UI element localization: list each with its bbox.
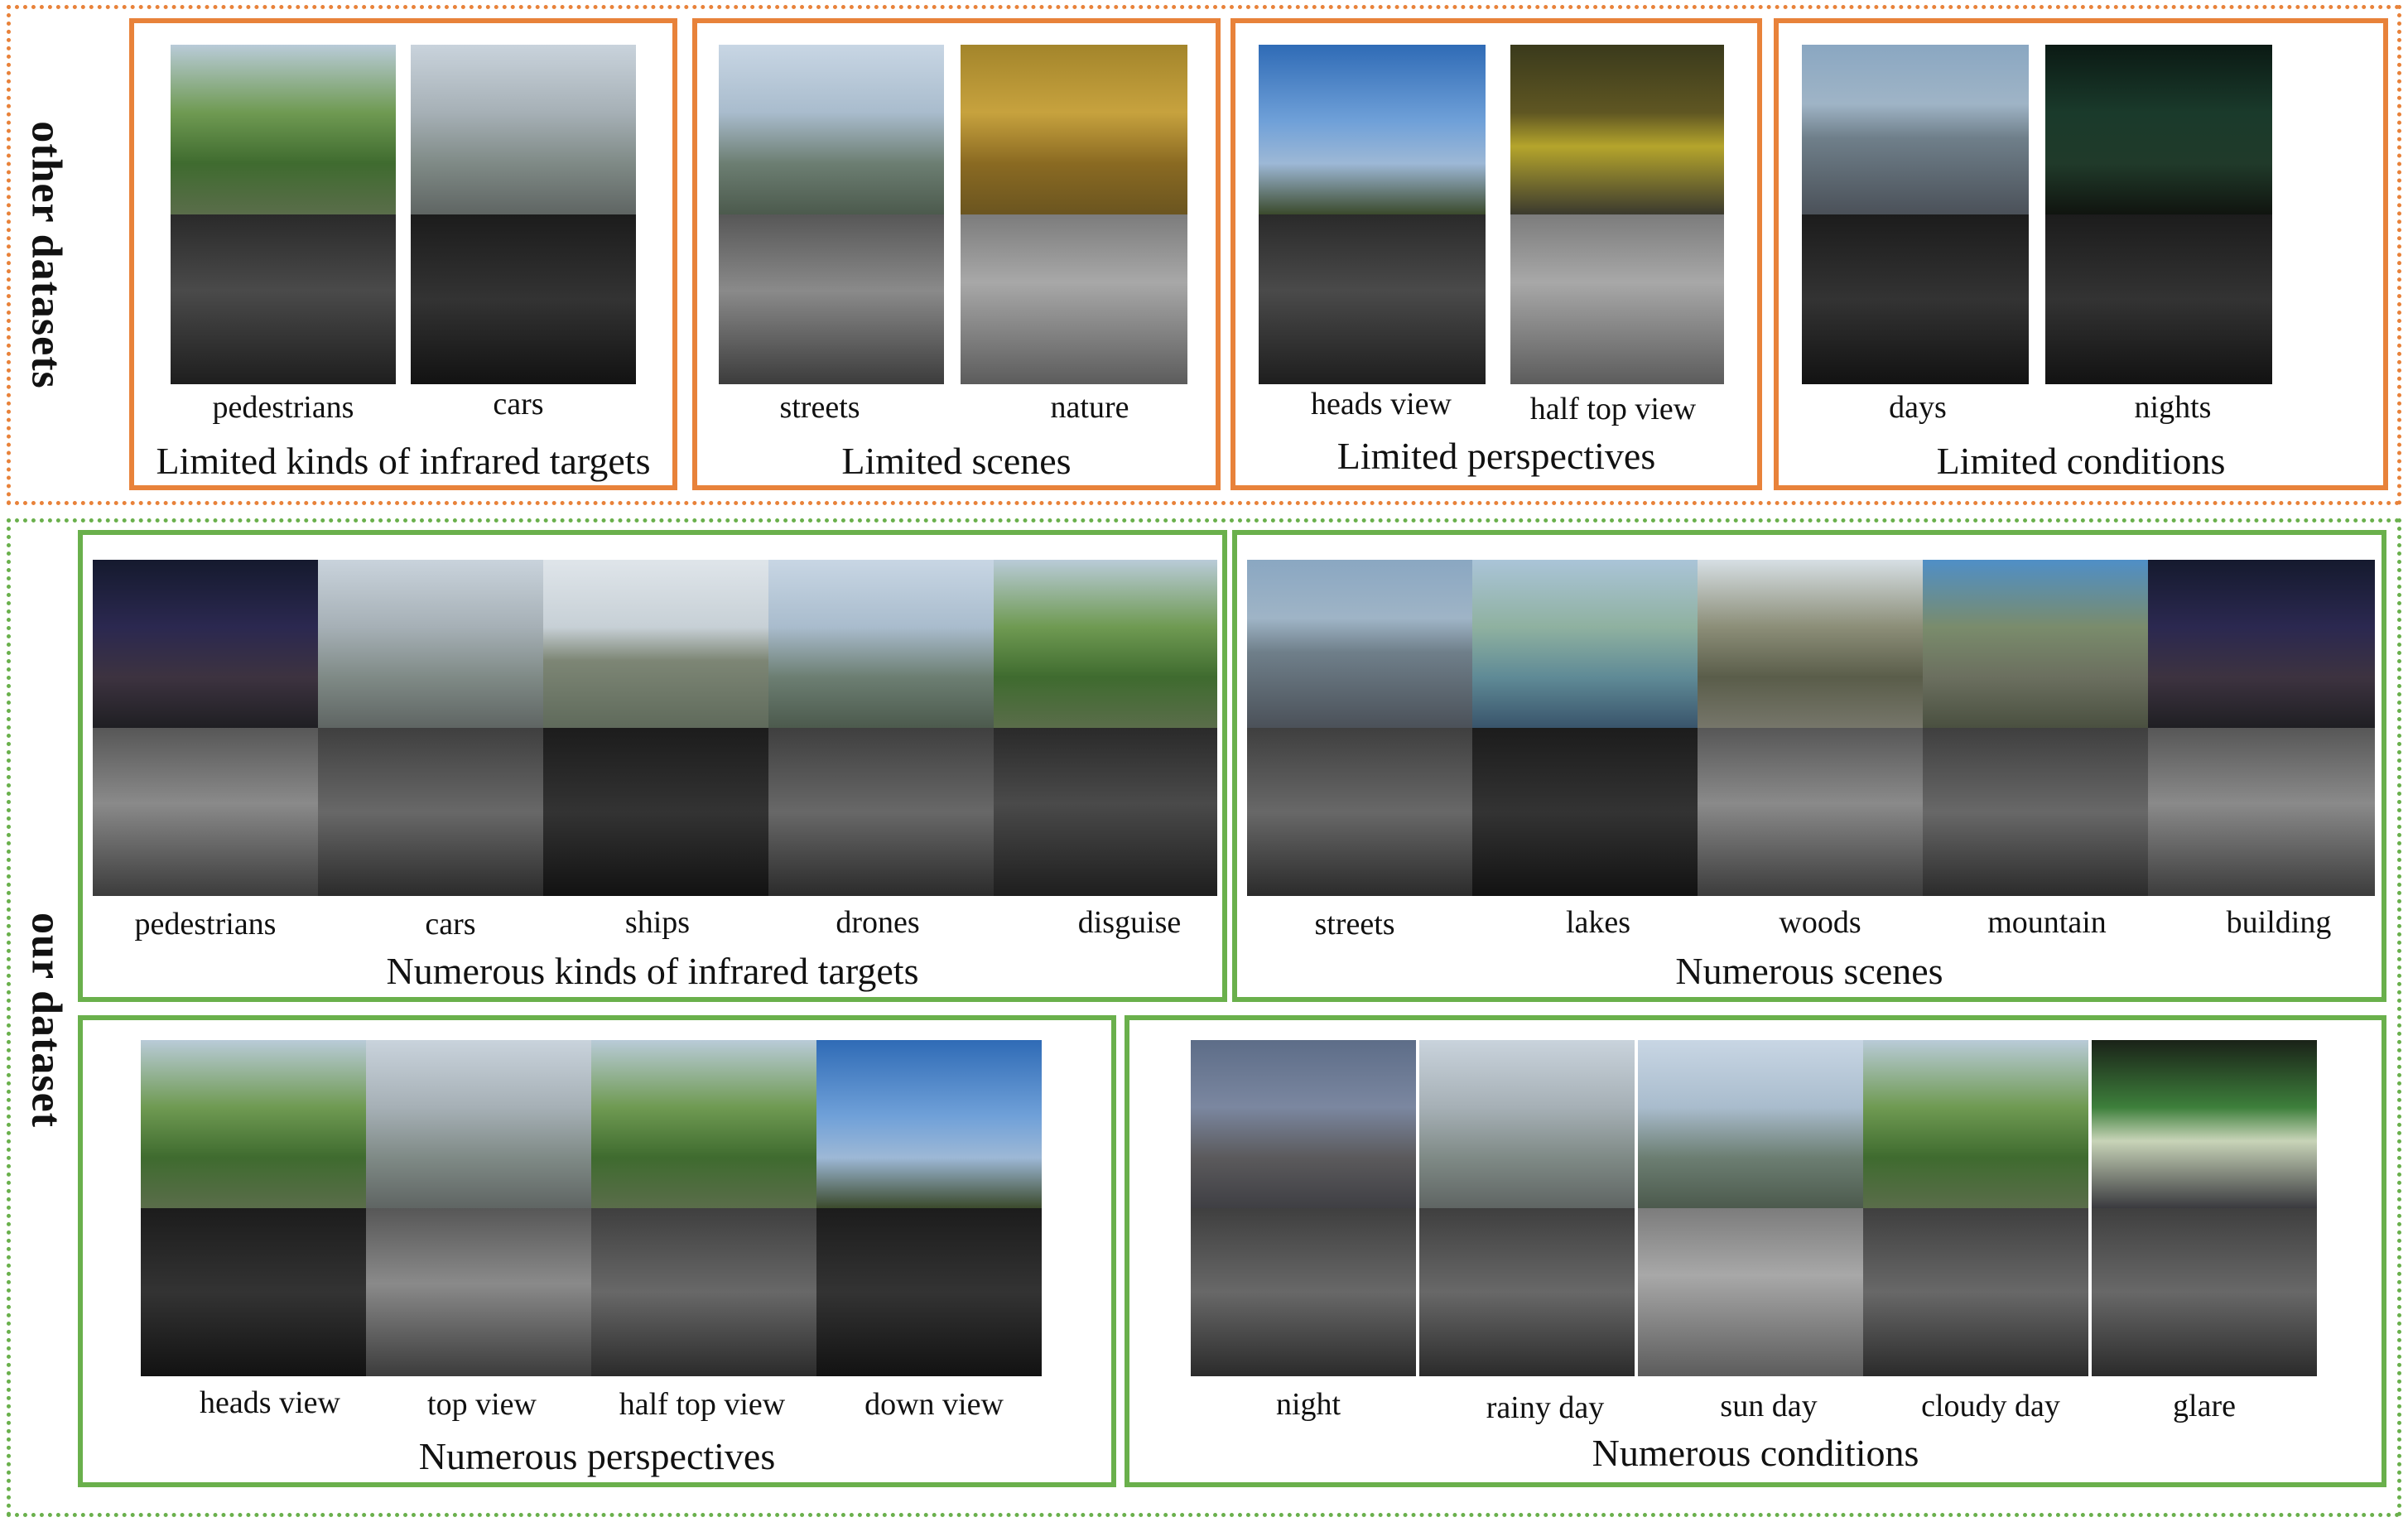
panel-title: Limited scenes (841, 440, 1072, 482)
label-streets: streets (1314, 907, 1395, 942)
image-pair-sun-day (1638, 1040, 1863, 1376)
image-pair-cars (411, 45, 636, 384)
label-sun-day: sun day (1720, 1389, 1818, 1423)
label-glare: glare (2173, 1389, 2236, 1423)
image-pair-half-top-view (591, 1040, 816, 1376)
image-pair-streets (1247, 560, 1472, 896)
image-pair-disguise (994, 560, 1217, 896)
label-building: building (2226, 905, 2332, 940)
image-pair-nature (961, 45, 1187, 384)
image-pair-mountain (1923, 560, 2148, 896)
image-pair-nights (2045, 45, 2272, 384)
image-pair-cars (318, 560, 543, 896)
label-pedestrians: pedestrians (134, 907, 277, 942)
label-drones: drones (836, 905, 920, 940)
image-pair-pedestrians (171, 45, 396, 384)
panel-limited-conditions: days nights Limited conditions (1774, 18, 2388, 490)
label-half-top-view: half top view (1529, 392, 1697, 426)
image-pair-woods (1698, 560, 1923, 896)
other-datasets-group (7, 5, 2401, 505)
image-pair-heads-view (141, 1040, 366, 1376)
label-top-view: top view (427, 1387, 537, 1422)
our-dataset-group (7, 518, 2401, 1517)
label-mountain: mountain (1987, 905, 2107, 940)
label-nights: nights (2134, 390, 2212, 425)
panel-title: Numerous kinds of infrared targets (386, 950, 919, 992)
panel-title: Numerous conditions (1592, 1432, 1919, 1474)
image-pair-lakes (1472, 560, 1698, 896)
image-pair-heads-view (1259, 45, 1486, 384)
panel-title: Numerous perspectives (418, 1435, 776, 1477)
label-woods: woods (1779, 905, 1861, 940)
panel-numerous-perspectives: heads view top view half top view down v… (78, 1015, 1116, 1487)
image-pair-night (1191, 1040, 1416, 1376)
panel-numerous-scenes: streets lakes woods mountain building Nu… (1232, 530, 2386, 1002)
image-pair-top-view (366, 1040, 591, 1376)
image-pair-half-top-view (1510, 45, 1724, 384)
image-pair-pedestrians (93, 560, 318, 896)
image-pair-ships (543, 560, 768, 896)
image-pair-down-view (816, 1040, 1042, 1376)
label-half-top-view: half top view (619, 1387, 786, 1422)
panel-limited-perspectives: heads view half top view Limited perspec… (1230, 18, 1762, 490)
label-nature: nature (1050, 390, 1129, 425)
panel-limited-scenes: streets nature Limited scenes (692, 18, 1221, 490)
label-days: days (1889, 390, 1947, 425)
our-dataset-label: our dataset (22, 913, 70, 1128)
panel-numerous-targets: pedestrians cars ships drones disguise N… (78, 530, 1227, 1002)
image-pair-cloudy-day (1863, 1040, 2088, 1376)
panel-title: Numerous scenes (1675, 950, 1943, 992)
label-pedestrians: pedestrians (212, 390, 354, 425)
image-pair-days (1802, 45, 2029, 384)
label-cars: cars (425, 907, 476, 942)
panel-title: Limited perspectives (1336, 435, 1656, 477)
label-streets: streets (779, 390, 860, 425)
image-pair-building (2148, 560, 2375, 896)
label-down-view: down view (864, 1387, 1004, 1422)
panel-title: Limited kinds of infrared targets (156, 440, 651, 482)
label-heads-view: heads view (200, 1385, 340, 1420)
panel-limited-targets: pedestrians cars Limited kinds of infrar… (129, 18, 677, 490)
other-datasets-label: other datasets (22, 121, 70, 389)
label-cars: cars (493, 387, 544, 421)
label-lakes: lakes (1565, 905, 1631, 940)
image-pair-drones (768, 560, 994, 896)
image-pair-rainy-day (1419, 1040, 1635, 1376)
label-cloudy-day: cloudy day (1921, 1389, 2060, 1423)
label-disguise: disguise (1077, 905, 1182, 940)
panel-title: Limited conditions (1936, 440, 2226, 482)
label-night: night (1275, 1387, 1341, 1422)
label-ships: ships (624, 905, 691, 940)
label-heads-view: heads view (1311, 387, 1452, 421)
image-pair-glare (2092, 1040, 2317, 1376)
image-pair-streets (719, 45, 944, 384)
panel-numerous-conditions: night rainy day sun day cloudy day glare… (1125, 1015, 2386, 1487)
label-rainy-day: rainy day (1486, 1390, 1605, 1425)
